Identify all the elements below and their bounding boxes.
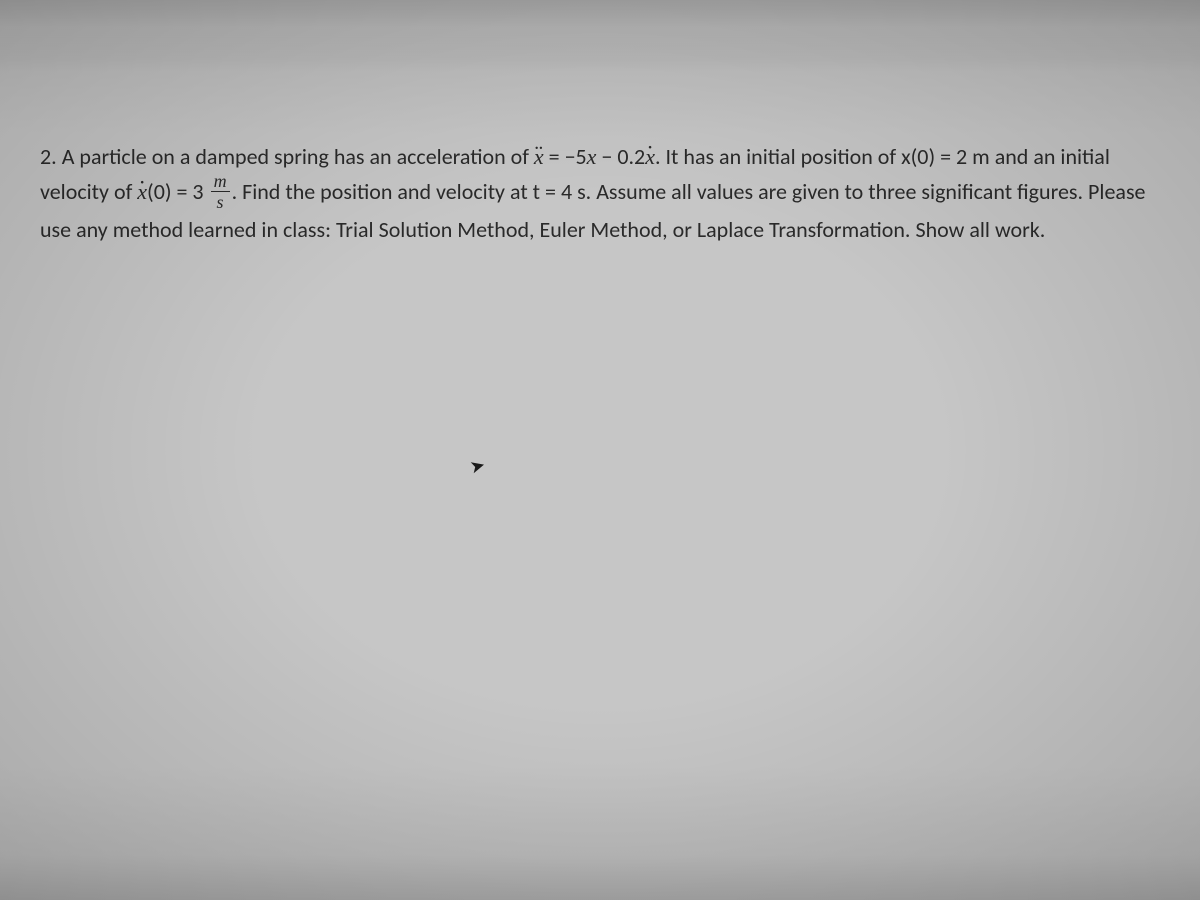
document-page: 2. A particle on a damped spring has an … [0,0,1200,900]
text-segment: . Find the position and velocity at t = … [40,178,1146,243]
text-segment: (0) = 3 [147,178,204,205]
text-segment: −5 [565,143,587,170]
problem-number: 2. [40,143,57,170]
text-segment: A particle on a damped spring has an acc… [62,143,534,170]
var-x: x [587,144,597,169]
fraction-denominator: s [211,192,230,211]
text-segment: = [544,143,565,170]
var-x-ddot: x [534,140,544,174]
var-x-dot: x [645,140,655,174]
var-x-dot-ic: x [137,175,147,209]
fraction-numerator: m [211,172,230,192]
fraction-m-over-s: m s [211,172,230,211]
problem-statement: 2. A particle on a damped spring has an … [40,140,1160,247]
text-segment: − 0.2 [596,143,645,170]
